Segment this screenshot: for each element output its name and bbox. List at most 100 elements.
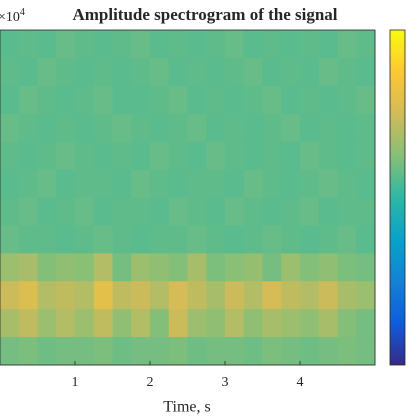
cell <box>93 85 113 115</box>
cell <box>262 337 282 366</box>
cell <box>262 309 282 338</box>
cell <box>0 30 20 59</box>
x-tick-label: 2 <box>147 375 154 390</box>
plot-frame <box>0 29 376 366</box>
cell <box>0 337 20 366</box>
cell <box>56 169 76 198</box>
cell <box>225 57 245 87</box>
cell <box>168 85 188 115</box>
cell <box>18 169 38 198</box>
cell <box>187 253 207 282</box>
cell <box>112 253 132 282</box>
cell <box>187 85 207 115</box>
cell <box>356 85 376 115</box>
multiplier-base: ×10 <box>0 10 20 25</box>
cell <box>168 225 188 254</box>
cell <box>131 85 151 115</box>
cell <box>206 225 226 254</box>
cell <box>300 30 320 59</box>
x-axis-label: Time, s <box>163 399 210 416</box>
cell <box>337 197 357 226</box>
cell <box>243 337 263 366</box>
cell <box>318 57 338 87</box>
cell <box>0 253 20 282</box>
cell <box>281 253 301 282</box>
cell <box>318 309 338 338</box>
cell <box>206 57 226 87</box>
cell <box>131 253 151 282</box>
cell <box>18 30 38 59</box>
cell <box>206 85 226 115</box>
cell <box>356 225 376 254</box>
cell <box>300 169 320 198</box>
cell <box>243 57 263 87</box>
cell <box>225 85 245 115</box>
cell <box>168 281 188 310</box>
cell <box>300 57 320 87</box>
cell <box>75 169 95 198</box>
cell <box>243 113 263 143</box>
cell <box>168 309 188 338</box>
cell <box>243 141 263 171</box>
cell <box>262 30 282 59</box>
cell <box>56 337 76 366</box>
cell <box>112 337 132 366</box>
cell <box>112 57 132 87</box>
cell <box>150 169 170 198</box>
cell <box>18 281 38 310</box>
cell <box>225 141 245 171</box>
cell <box>262 253 282 282</box>
cell <box>337 113 357 143</box>
cell <box>112 169 132 198</box>
cell <box>337 57 357 87</box>
cell <box>168 30 188 59</box>
cell <box>187 337 207 366</box>
cell <box>37 197 57 226</box>
cell <box>187 169 207 198</box>
cell <box>187 30 207 59</box>
cell <box>187 197 207 226</box>
cell <box>337 225 357 254</box>
cell <box>337 30 357 59</box>
cell <box>37 85 57 115</box>
cell <box>300 85 320 115</box>
cell <box>206 197 226 226</box>
colorbar <box>389 29 406 366</box>
cell <box>243 309 263 338</box>
cell <box>150 197 170 226</box>
cell <box>37 30 57 59</box>
cell <box>112 281 132 310</box>
cell <box>150 57 170 87</box>
cell <box>243 30 263 59</box>
cell <box>56 85 76 115</box>
cell <box>168 113 188 143</box>
cell <box>150 337 170 366</box>
cell <box>225 197 245 226</box>
cell <box>318 225 338 254</box>
cell <box>0 85 20 115</box>
cell <box>37 309 57 338</box>
cell <box>356 57 376 87</box>
cell <box>262 57 282 87</box>
cell <box>356 337 376 366</box>
cell <box>0 169 20 198</box>
cell <box>243 253 263 282</box>
cell <box>281 169 301 198</box>
cell <box>150 30 170 59</box>
cell <box>356 309 376 338</box>
cell <box>225 253 245 282</box>
cell <box>187 113 207 143</box>
cell <box>131 57 151 87</box>
cell <box>150 141 170 171</box>
cell <box>262 85 282 115</box>
cell <box>225 113 245 143</box>
cell <box>150 225 170 254</box>
cell <box>18 113 38 143</box>
cell <box>318 30 338 59</box>
cell <box>225 30 245 59</box>
cell <box>281 225 301 254</box>
cell <box>37 169 57 198</box>
cell <box>168 57 188 87</box>
cell <box>262 281 282 310</box>
